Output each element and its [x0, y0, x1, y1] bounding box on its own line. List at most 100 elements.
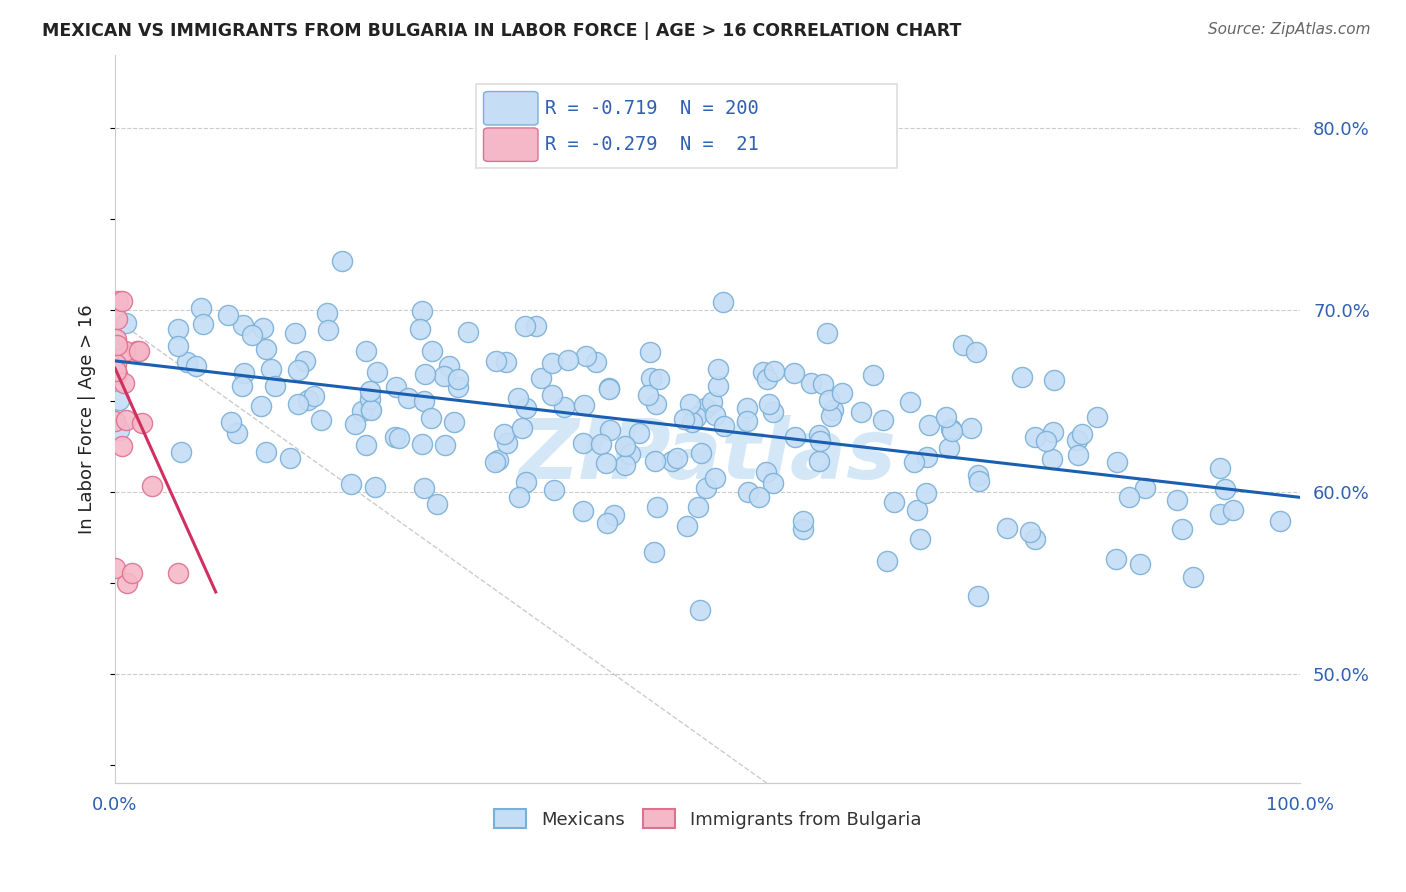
Point — [883, 495, 905, 509]
Point — [413, 481, 436, 495]
Point — [515, 475, 537, 489]
Point — [686, 500, 709, 514]
Point — [510, 420, 533, 434]
Point — [918, 417, 941, 432]
Point — [250, 400, 273, 414]
Point — [831, 386, 853, 401]
Point — [756, 372, 779, 386]
Point — [800, 376, 823, 390]
Point — [304, 389, 326, 403]
Point — [589, 437, 612, 451]
Point — [661, 454, 683, 468]
FancyBboxPatch shape — [477, 84, 897, 168]
Point — [167, 322, 190, 336]
Point — [821, 402, 844, 417]
Point — [104, 357, 127, 371]
Point — [1118, 490, 1140, 504]
Point — [354, 438, 377, 452]
Point — [817, 392, 839, 407]
Point — [1208, 461, 1230, 475]
Point — [1270, 514, 1292, 528]
Point — [364, 480, 387, 494]
Point — [354, 343, 377, 358]
Point — [359, 401, 381, 416]
Point — [613, 439, 636, 453]
Point — [484, 455, 506, 469]
Point — [808, 427, 831, 442]
Point — [960, 421, 983, 435]
Point — [1071, 427, 1094, 442]
Point — [898, 394, 921, 409]
Text: ZIPatlas: ZIPatlas — [519, 415, 897, 496]
Point — [108, 423, 131, 437]
Point — [513, 319, 536, 334]
Point — [263, 379, 285, 393]
Point — [737, 414, 759, 428]
Point — [226, 426, 249, 441]
Point — [761, 405, 783, 419]
Point — [543, 483, 565, 497]
Point — [1040, 452, 1063, 467]
Point — [114, 344, 136, 359]
Point — [1215, 482, 1237, 496]
Point — [104, 561, 127, 575]
Point — [384, 430, 406, 444]
Point — [112, 376, 135, 390]
Point — [219, 415, 242, 429]
Point — [104, 364, 127, 378]
Point — [762, 364, 785, 378]
Point — [811, 377, 834, 392]
Legend: Mexicans, Immigrants from Bulgaria: Mexicans, Immigrants from Bulgaria — [486, 802, 928, 836]
Point — [447, 371, 470, 385]
Point — [695, 481, 717, 495]
Text: MEXICAN VS IMMIGRANTS FROM BULGARIA IN LABOR FORCE | AGE > 16 CORRELATION CHART: MEXICAN VS IMMIGRANTS FROM BULGARIA IN L… — [42, 22, 962, 40]
Point — [1133, 481, 1156, 495]
Point — [316, 306, 339, 320]
Point — [254, 445, 277, 459]
Point — [815, 326, 838, 341]
Point — [433, 438, 456, 452]
Point — [252, 320, 274, 334]
Point — [426, 496, 449, 510]
Point — [111, 293, 134, 308]
Point — [1042, 425, 1064, 439]
Text: R = -0.719  N = 200: R = -0.719 N = 200 — [546, 99, 759, 118]
Point — [492, 426, 515, 441]
Point — [995, 521, 1018, 535]
Point — [644, 453, 666, 467]
Point — [385, 380, 408, 394]
Point — [193, 317, 215, 331]
Point — [388, 431, 411, 445]
Point — [433, 369, 456, 384]
Point — [640, 345, 662, 359]
Point — [575, 349, 598, 363]
Point — [170, 444, 193, 458]
Point — [792, 522, 814, 536]
Point — [903, 455, 925, 469]
Point — [572, 398, 595, 412]
Point — [1222, 503, 1244, 517]
Point — [735, 401, 758, 416]
Point — [1085, 409, 1108, 424]
Point — [941, 424, 963, 438]
Point — [297, 392, 319, 407]
Point — [105, 332, 128, 346]
Point — [1129, 557, 1152, 571]
Point — [1011, 370, 1033, 384]
Point — [862, 368, 884, 382]
Point — [1209, 507, 1232, 521]
Point — [541, 356, 564, 370]
Point — [914, 485, 936, 500]
Point — [240, 328, 263, 343]
Point — [952, 338, 974, 352]
Point — [762, 475, 785, 490]
Point — [396, 391, 419, 405]
Point — [278, 450, 301, 465]
Point — [486, 452, 509, 467]
Point — [287, 397, 309, 411]
Point — [233, 366, 256, 380]
Point — [707, 378, 730, 392]
Point — [935, 409, 957, 424]
Point — [508, 391, 530, 405]
Point — [105, 312, 128, 326]
